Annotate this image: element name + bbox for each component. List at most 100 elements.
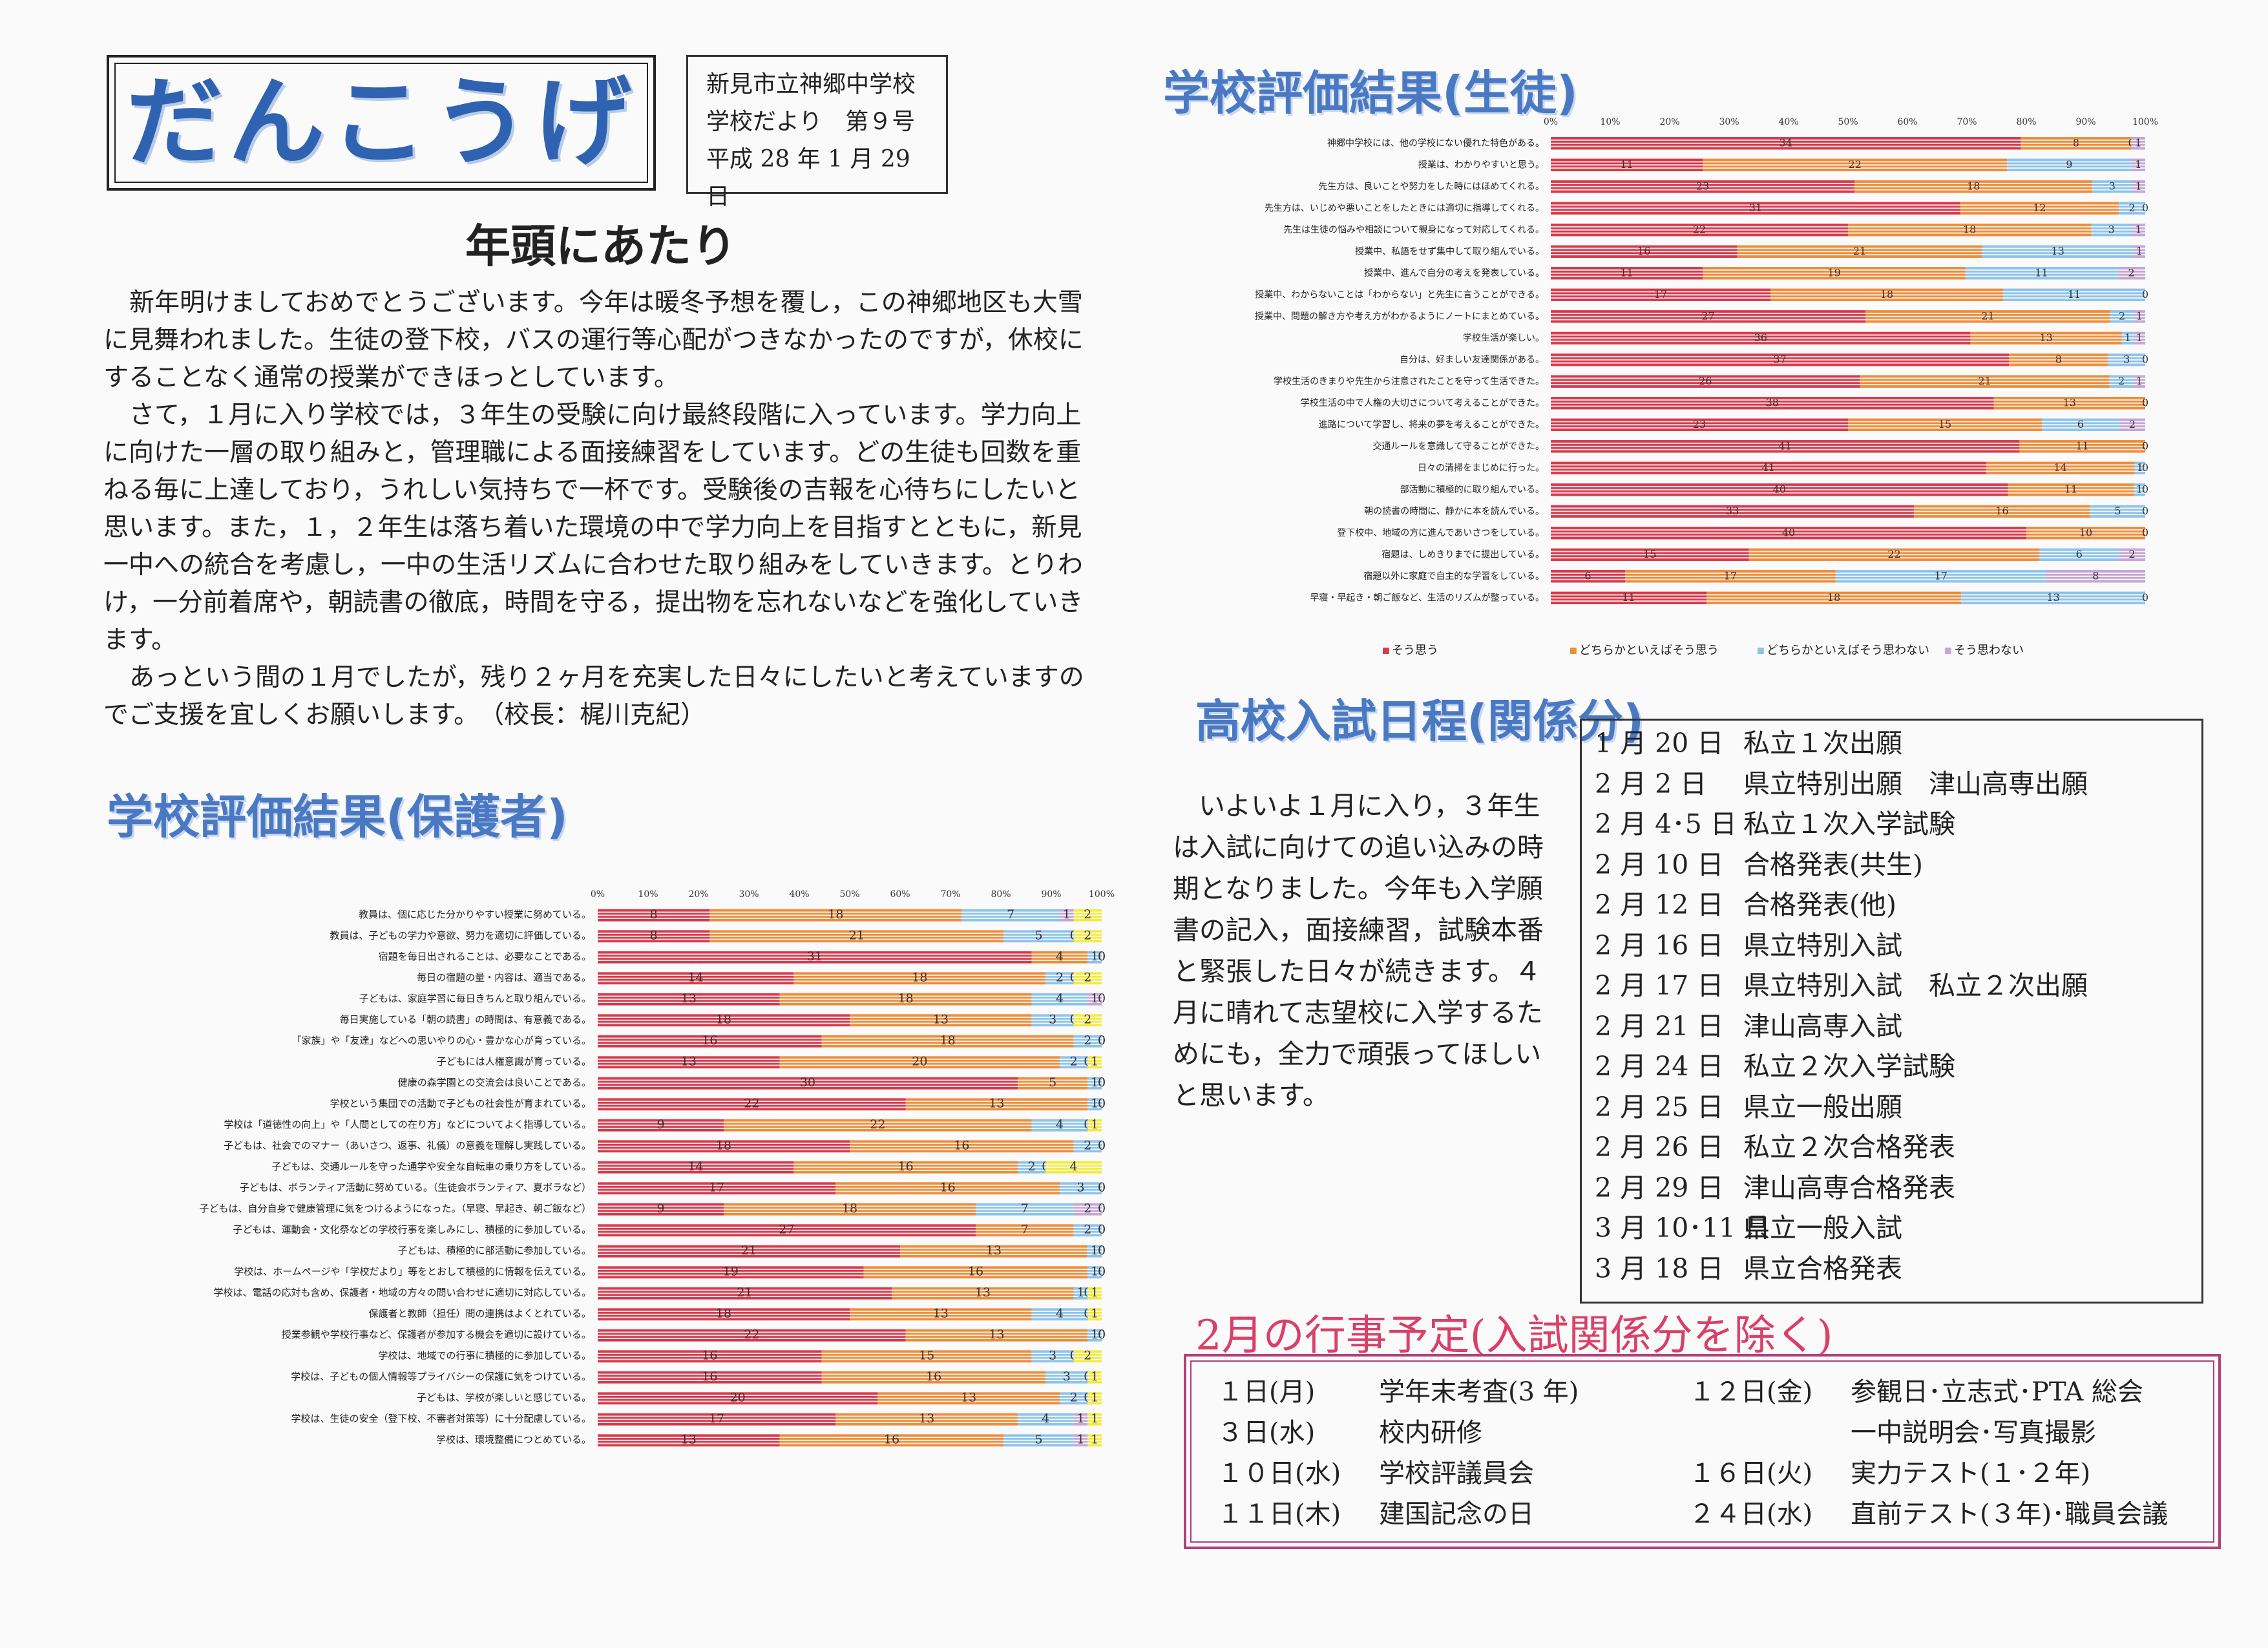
bar-segment xyxy=(1073,1035,1102,1048)
bar-segment xyxy=(2019,440,2145,453)
data-label: 6 xyxy=(2077,418,2084,430)
data-label: 0 xyxy=(1098,1096,1106,1110)
bar-segment xyxy=(2008,483,2134,496)
x-tick-label: 40% xyxy=(789,889,809,900)
data-label: 3 xyxy=(1049,1012,1056,1026)
data-label: 4 xyxy=(1056,1117,1064,1132)
schedule-event: 私立２次入学試験 xyxy=(1743,1051,1955,1082)
event-name: 実力テスト(１･２年) xyxy=(1851,1459,2091,1488)
data-label: 0 xyxy=(1098,1033,1106,1048)
data-label: 0 xyxy=(2142,439,2148,452)
bar-segment xyxy=(2133,310,2145,323)
bar-segment xyxy=(1060,1056,1088,1069)
schedule-date: 3 月 18 日 xyxy=(1595,1252,1724,1284)
event-row: １１日(木) 建国記念の日 xyxy=(1217,1493,1534,1530)
category-label: 宿題は、しめきりまでに提出している。 xyxy=(1381,549,1544,560)
data-label: 22 xyxy=(1887,548,1900,560)
data-label: 1 xyxy=(2135,223,2141,235)
bar-segment xyxy=(598,1014,850,1027)
data-label: 31 xyxy=(807,949,823,964)
schedule-date: 2 月 2 日 xyxy=(1595,768,1707,799)
school-name: 新見市立神郷中学校 xyxy=(706,71,916,98)
data-label: 8 xyxy=(2055,353,2062,365)
bar-segment xyxy=(1551,548,1749,561)
bar-segment xyxy=(1860,375,2110,388)
schedule-date: 2 月 17 日 xyxy=(1595,970,1724,1001)
bar-segment xyxy=(598,1392,878,1405)
bar-segment xyxy=(2003,288,2145,301)
data-label: 13 xyxy=(986,1243,1002,1258)
data-label: 1 xyxy=(1091,1306,1098,1320)
bar-segment xyxy=(598,951,1032,964)
bar-segment xyxy=(1748,548,2040,561)
schedule-event: 合格発表(共生) xyxy=(1743,849,1923,880)
category-label: 宿題以外に家庭で自主的な学習をしている。 xyxy=(1363,571,1544,582)
schedule-row: 2 月 26 日私立２次合格発表 xyxy=(1595,1127,2189,1168)
bar-segment xyxy=(598,1119,724,1132)
x-tick-label: 80% xyxy=(2016,117,2036,127)
data-label: 17 xyxy=(709,1411,724,1426)
event-date: ３日(水) xyxy=(1217,1418,1316,1448)
bar-segment xyxy=(598,1203,724,1216)
schedule-row: 2 月 10 日合格発表(共生) xyxy=(1595,845,2189,885)
data-label: 17 xyxy=(1935,569,1948,582)
legend-swatch xyxy=(1758,648,1764,654)
data-label: 41 xyxy=(1762,461,1775,474)
category-label: 子どもは、学校が楽しいと感じている。 xyxy=(417,1392,591,1404)
bar-segment xyxy=(1018,1161,1046,1174)
bar-segment xyxy=(1087,1287,1102,1300)
data-label: 5 xyxy=(1034,928,1042,942)
data-label: 0 xyxy=(1098,949,1106,964)
data-label: 11 xyxy=(1620,266,1633,279)
data-label: 1 xyxy=(1091,949,1098,964)
bar-segment xyxy=(598,1224,976,1237)
data-label: 11 xyxy=(1620,158,1633,171)
event-name: 直前テスト(３年)･職員会議 xyxy=(1851,1499,2168,1529)
category-label: 毎日実施している「朝の読書」の時間は、有意義である。 xyxy=(340,1014,591,1026)
data-label: 2 xyxy=(1084,1138,1091,1152)
bar-segment xyxy=(598,909,710,922)
bar-segment xyxy=(1073,930,1102,943)
category-label: 授業中、問題の解き方や考え方がわかるようにノートにまとめている。 xyxy=(1255,312,1544,322)
data-label: 13 xyxy=(933,1012,949,1026)
data-label: 16 xyxy=(1637,245,1650,257)
data-label: 18 xyxy=(828,907,843,922)
bar-segment xyxy=(1848,224,2092,237)
bar-segment xyxy=(821,1035,1074,1048)
data-label: 1 xyxy=(2136,483,2143,495)
bar-segment xyxy=(779,1434,1004,1447)
data-label: 2 xyxy=(1070,1054,1078,1068)
bar-segment xyxy=(709,930,1004,943)
data-label: 0 xyxy=(1098,1075,1106,1090)
data-label: 21 xyxy=(741,1243,757,1258)
data-label: 1 xyxy=(2125,332,2131,344)
legend-swatch xyxy=(1570,648,1577,654)
data-label: 22 xyxy=(744,1096,759,1110)
data-label: 13 xyxy=(975,1285,991,1300)
data-label: 22 xyxy=(744,1327,759,1342)
data-label: 15 xyxy=(1938,418,1951,430)
bar-segment xyxy=(1551,505,1915,518)
x-tick-label: 40% xyxy=(1778,117,1798,127)
schedule-row: 2 月 4･5 日私立１次入学試験 xyxy=(1595,804,2189,845)
bar-segment xyxy=(1970,332,2122,344)
event-date: １日(月) xyxy=(1217,1377,1316,1407)
category-label: 部活動に積極的に取り組んでいる。 xyxy=(1400,485,1544,495)
bar-segment xyxy=(1003,930,1074,943)
paragraph: あっという間の１月でしたが，残り２ヶ月を充実した日々にしたいと考えていますのでご… xyxy=(103,663,1084,730)
event-row: １日(月) 学年末考査(3 年) xyxy=(1217,1371,1579,1408)
bar-segment xyxy=(598,1371,822,1384)
data-label: 3 xyxy=(1076,1180,1084,1194)
bar-segment xyxy=(1073,1140,1102,1153)
x-tick-label: 0% xyxy=(591,889,605,900)
event-row: １２日(金) 参観日･立志式･PTA 総会 xyxy=(1689,1371,2143,1408)
student-survey-title: 学校評価結果(生徒) xyxy=(1163,66,1578,120)
data-label: 3 xyxy=(2108,223,2115,235)
data-label: 2 xyxy=(2128,202,2135,214)
data-label: 22 xyxy=(1849,158,1862,171)
x-tick-label: 30% xyxy=(739,889,759,900)
category-label: 学校は、子どもの個人情報等プライバシーの保護に気をつけている。 xyxy=(291,1371,591,1382)
data-label: 20 xyxy=(730,1390,746,1404)
schedule-event: 県立特別出願 津山高専出願 xyxy=(1743,768,2088,799)
legend-label: そう思う xyxy=(1392,644,1438,657)
